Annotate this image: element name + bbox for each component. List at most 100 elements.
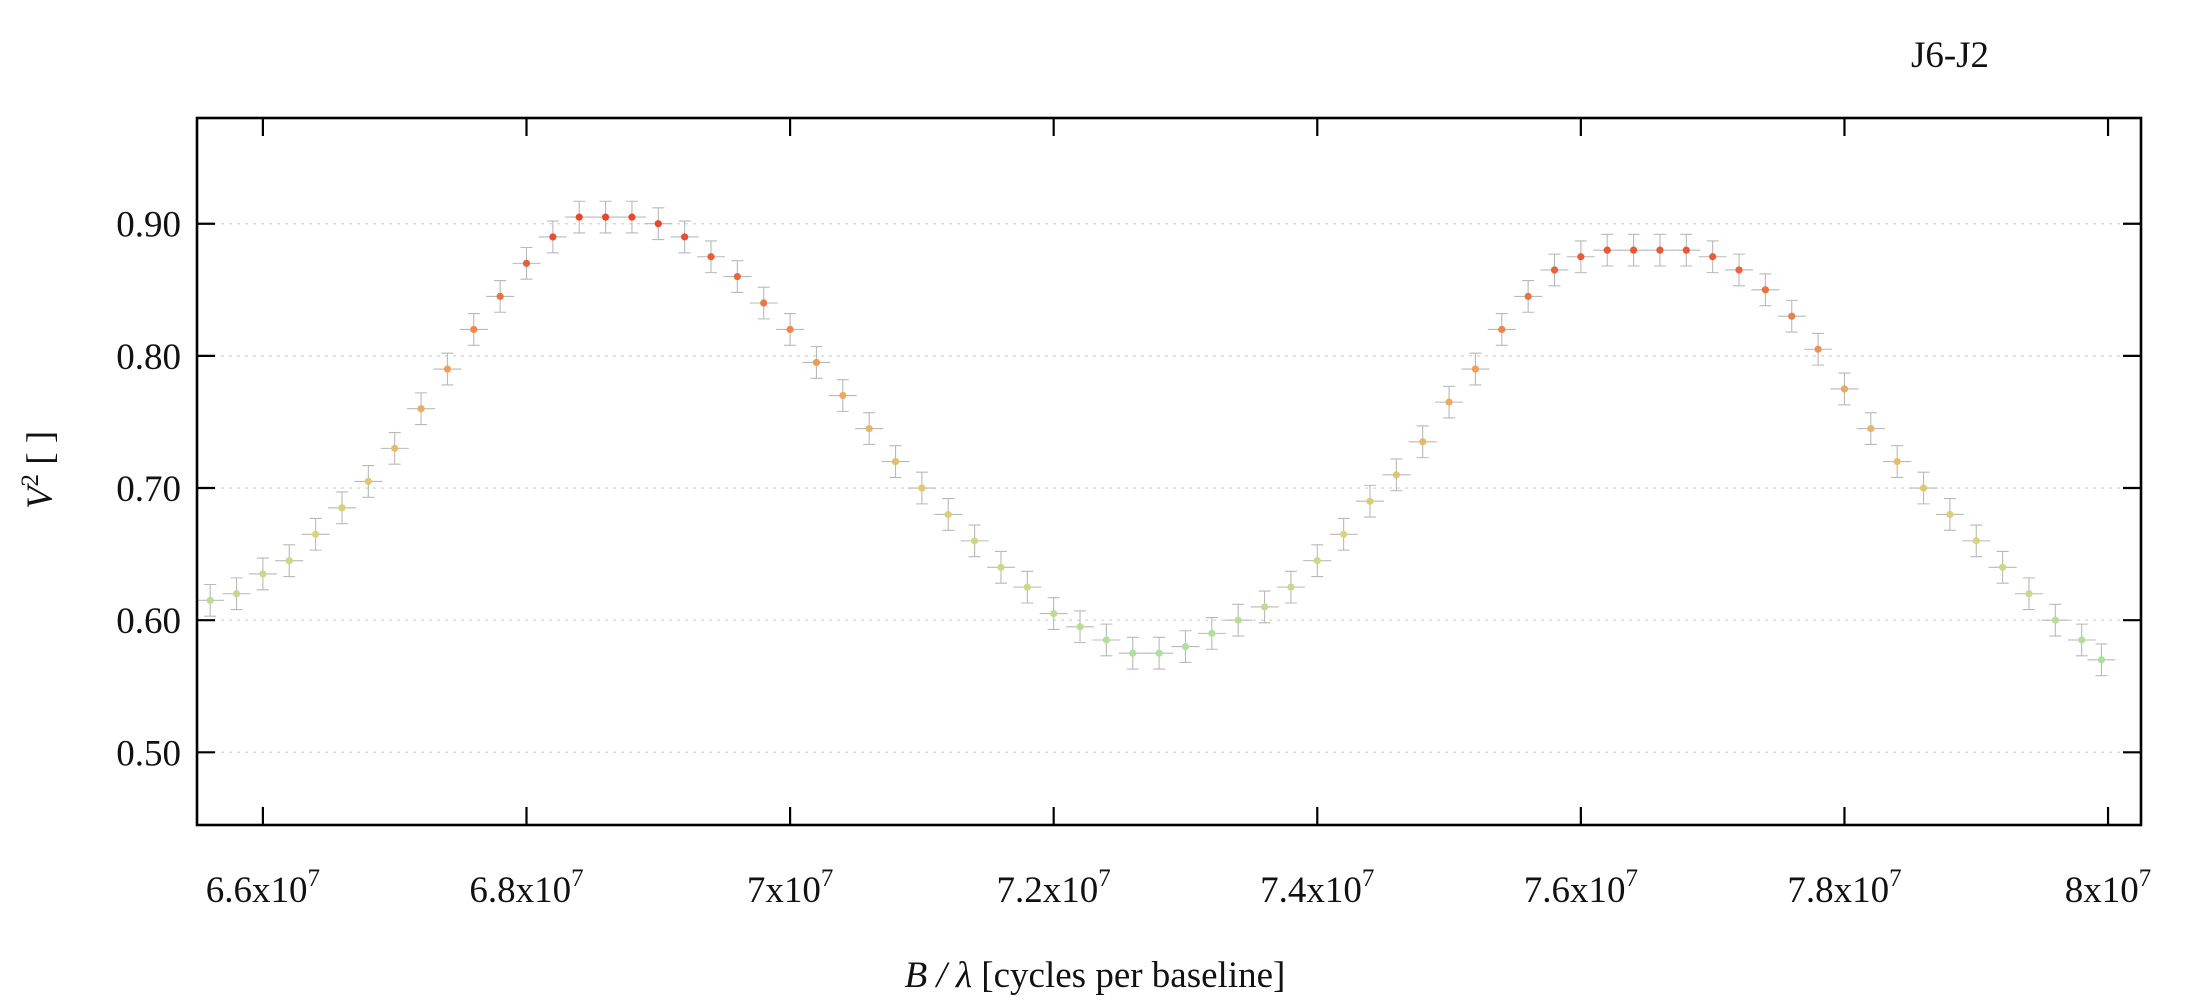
data-point	[259, 570, 267, 578]
data-point	[786, 325, 794, 334]
data-point	[1761, 286, 1769, 294]
data-point	[1260, 603, 1269, 611]
y-tick-label: 0.90	[116, 205, 181, 246]
data-point	[601, 213, 610, 221]
data-point	[839, 391, 847, 400]
data-point	[971, 537, 979, 545]
x-tick-label: 6.8x107	[469, 865, 583, 911]
data-point	[1366, 497, 1374, 505]
data-point	[1840, 385, 1849, 393]
data-point	[1313, 557, 1321, 565]
data-point	[2051, 616, 2059, 624]
data-point	[1445, 398, 1453, 406]
data-point	[1471, 365, 1480, 373]
data-point	[575, 213, 583, 221]
data-point	[1155, 649, 1163, 657]
data-point	[1682, 246, 1690, 254]
x-tick-label: 7.2x107	[997, 865, 1111, 911]
data-point	[1972, 537, 1980, 545]
data-point	[285, 557, 293, 565]
data-point	[1709, 253, 1717, 261]
data-point	[1919, 484, 1928, 492]
data-point	[2078, 636, 2086, 644]
data-point	[391, 444, 399, 452]
data-point	[628, 213, 636, 221]
x-tick-label: 7x107	[747, 865, 834, 911]
data-point	[812, 358, 821, 367]
axis-ticks	[197, 118, 2141, 825]
data-point	[733, 272, 741, 281]
y-tick-label: 0.60	[116, 601, 181, 642]
data-point	[1603, 246, 1611, 254]
data-point	[1023, 583, 1031, 591]
data-point	[997, 563, 1005, 571]
y-axis-label-sup: 2	[17, 474, 44, 487]
data-point	[654, 220, 662, 228]
data-point	[1656, 246, 1664, 254]
y-tick-label: 0.80	[116, 337, 181, 378]
data-point	[1999, 563, 2007, 571]
data-point	[944, 510, 952, 519]
data-point	[1102, 636, 1110, 644]
x-tick-label: 6.6x107	[206, 865, 320, 911]
x-axis-label-main: B / λ	[905, 955, 972, 996]
x-tick-label: 7.8x107	[1787, 865, 1901, 911]
data-point	[2097, 656, 2106, 664]
data-point	[2025, 590, 2033, 598]
data-point	[865, 424, 873, 433]
data-points	[206, 213, 2106, 664]
data-point	[312, 530, 320, 538]
data-point	[206, 596, 214, 604]
error-bars	[196, 200, 2116, 677]
y-axis-label-main: V	[20, 482, 61, 509]
data-point	[549, 233, 557, 241]
x-tick-label: 7.6x107	[1524, 865, 1638, 911]
x-axis-label-suffix: [cycles per baseline]	[972, 955, 1285, 996]
data-point	[338, 504, 346, 512]
data-point	[443, 365, 452, 373]
data-point	[1629, 246, 1638, 254]
data-point	[1234, 616, 1242, 624]
data-point	[1392, 471, 1400, 479]
x-axis-label: B / λ [cycles per baseline]	[905, 955, 1286, 996]
data-point	[1050, 609, 1058, 618]
data-point	[1076, 623, 1084, 631]
x-tick-label: 8x107	[2065, 865, 2152, 911]
data-point	[707, 253, 715, 261]
data-point	[1788, 312, 1796, 320]
data-point	[1208, 629, 1216, 637]
data-point	[1735, 266, 1743, 274]
data-point	[417, 405, 425, 413]
data-point	[470, 325, 478, 334]
data-point	[1129, 649, 1137, 657]
plot-frame	[195, 116, 2143, 827]
data-point	[232, 590, 241, 598]
data-point	[1550, 266, 1559, 274]
data-point	[1524, 292, 1532, 301]
data-point	[1893, 457, 1901, 466]
data-point	[1946, 510, 1954, 519]
data-point	[1287, 583, 1295, 591]
data-point	[522, 259, 531, 267]
y-tick-label: 0.70	[116, 469, 181, 510]
data-point	[1814, 345, 1822, 353]
data-point	[1498, 325, 1506, 334]
grid-lines	[197, 223, 2141, 754]
data-point	[1577, 253, 1585, 261]
y-axis-label-suffix: [ ]	[20, 431, 61, 474]
y-axis-label: V2 [ ]	[17, 431, 61, 509]
data-point	[891, 457, 900, 466]
data-point	[1181, 642, 1190, 651]
chart-title: J6-J2	[1911, 35, 1989, 76]
data-point	[364, 477, 372, 486]
data-point	[681, 233, 689, 241]
x-tick-label: 7.4x107	[1260, 865, 1374, 911]
data-point	[760, 299, 768, 307]
data-point	[496, 292, 504, 301]
data-point	[1340, 530, 1348, 538]
data-point	[1419, 438, 1427, 446]
data-point	[918, 484, 926, 492]
data-point	[1867, 424, 1875, 433]
y-tick-label: 0.50	[116, 733, 181, 774]
